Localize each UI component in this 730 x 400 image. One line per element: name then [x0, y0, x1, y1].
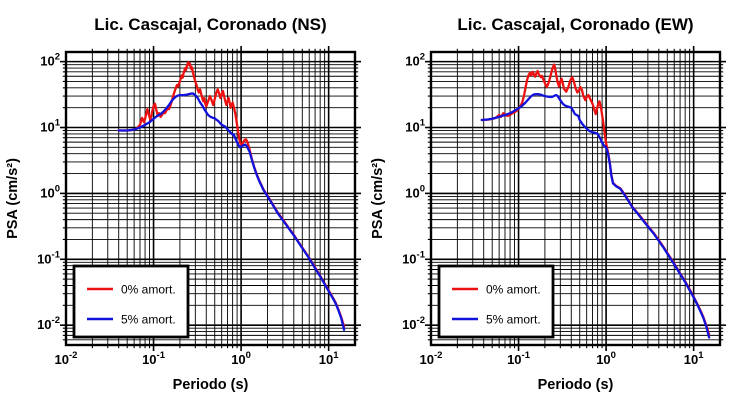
tick-label: 10-2 [402, 315, 425, 332]
tick-label: 10-1 [402, 249, 426, 266]
chart-ew: 10-2 10-1 100 101 10-2 10-1 100 101 102 Lic. Casc… [370, 15, 726, 393]
series-line-1 [117, 92, 346, 331]
tick-label: 101 [405, 118, 425, 135]
x-axis-label: Periodo (s) [173, 377, 249, 393]
chart-ns: 10-2 10-1 100 101 10-2 10-1 100 101 102 Lic. Casc… [5, 15, 361, 393]
y-axis-label: PSA (cm/s²) [370, 158, 386, 239]
series-line-1 [480, 92, 711, 339]
tick-label: 100 [40, 183, 60, 200]
legend-label: 5% amort. [121, 313, 176, 327]
legend-label: 0% amort. [121, 283, 176, 297]
series-group [480, 63, 711, 339]
plot-frame [64, 50, 357, 347]
tick-label: 100 [231, 350, 251, 367]
legend-box [72, 264, 190, 339]
y-axis-label: PSA (cm/s²) [5, 158, 21, 239]
chart-title: Lic. Cascajal, Coronado (EW) [457, 15, 693, 34]
tick-label: 10-2 [55, 350, 78, 367]
tick-label: 101 [40, 118, 60, 135]
chart-panel-ns: 10-2 10-1 100 101 10-2 10-1 100 101 102 Lic. Casc… [5, 15, 361, 393]
tick-labels: 10-2 10-1 100 101 10-2 10-1 100 101 102 [402, 52, 704, 367]
tick-labels: 10-2 10-1 100 101 10-2 10-1 100 101 102 [37, 52, 339, 367]
legend-box [437, 264, 555, 339]
x-axis-label: Periodo (s) [538, 377, 614, 393]
tick-label: 101 [319, 350, 339, 367]
grid [431, 52, 720, 345]
tick-label: 100 [596, 350, 616, 367]
tick-label: 102 [405, 52, 425, 69]
legend: 0% amort. 5% amort. [437, 264, 555, 339]
plot-frame [429, 50, 722, 347]
tick-label: 100 [405, 183, 425, 200]
legend-label: 0% amort. [486, 283, 541, 297]
tick-label: 10-1 [142, 350, 166, 367]
tick-label: 10-1 [37, 249, 61, 266]
tick-label: 102 [40, 52, 60, 69]
series-group [117, 61, 346, 331]
tick-label: 10-2 [420, 350, 443, 367]
tick-label: 101 [684, 350, 704, 367]
chart-panel-ew: 10-2 10-1 100 101 10-2 10-1 100 101 102 Lic. Casc… [365, 0, 730, 400]
legend-label: 5% amort. [486, 313, 541, 327]
legend: 0% amort. 5% amort. [72, 264, 190, 339]
tick-label: 10-1 [507, 350, 531, 367]
chart-title: Lic. Cascajal, Coronado (NS) [94, 15, 326, 34]
tick-label: 10-2 [37, 315, 60, 332]
